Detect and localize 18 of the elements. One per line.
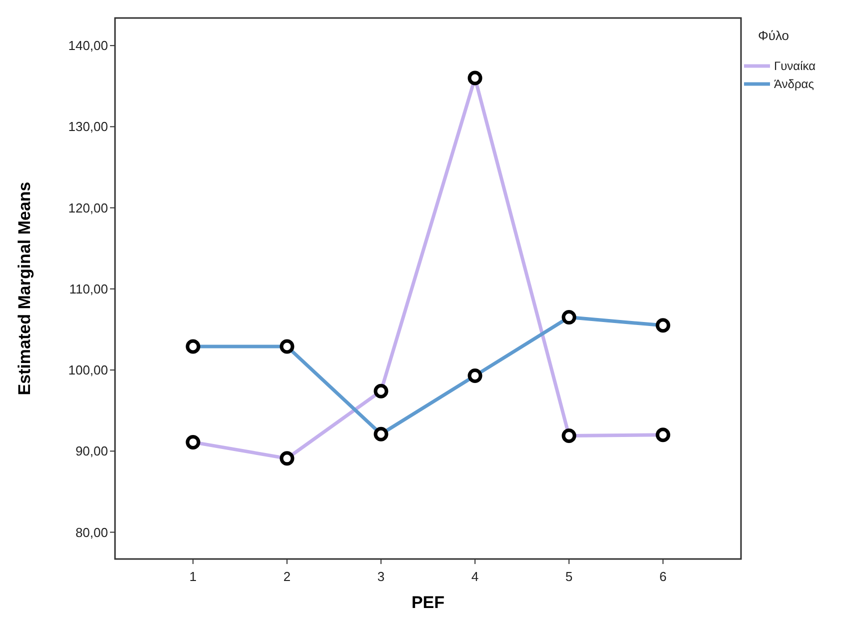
x-tick-label: 1 bbox=[189, 569, 197, 584]
y-tick-label: 100,00 bbox=[68, 362, 108, 378]
x-axis-title: PEF bbox=[411, 593, 445, 612]
x-tick-label: 3 bbox=[377, 569, 385, 584]
y-tick-label: 110,00 bbox=[69, 281, 108, 296]
legend-title: Φύλο bbox=[758, 28, 790, 43]
y-axis-title: Estimated Marginal Means bbox=[15, 182, 34, 396]
y-tick-label: 90,00 bbox=[75, 444, 108, 459]
x-tick-label: 5 bbox=[565, 569, 573, 584]
x-tick-label: 6 bbox=[659, 569, 667, 584]
x-tick-label: 2 bbox=[283, 569, 291, 584]
y-tick-label: 130,00 bbox=[68, 119, 108, 134]
y-tick-label: 140,00 bbox=[68, 38, 108, 54]
y-tick-label: 80,00 bbox=[75, 524, 108, 540]
x-tick-label: 4 bbox=[471, 569, 479, 584]
legend-label: Άνδρας bbox=[774, 77, 814, 92]
y-tick-label: 120,00 bbox=[68, 200, 108, 216]
legend-label: Γυναίκα bbox=[774, 59, 816, 74]
